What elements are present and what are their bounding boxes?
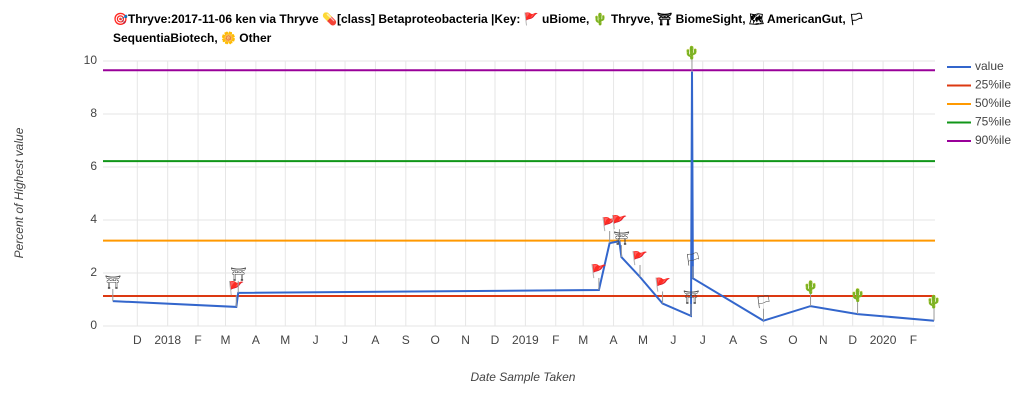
annotation: 🚩 [654, 277, 670, 292]
x-tick-label: A [729, 333, 737, 347]
y-tick-label: 4 [90, 212, 97, 226]
x-tick-label: 2019 [512, 333, 539, 347]
x-tick-label: D [133, 333, 142, 347]
annotation: ⛩ [613, 231, 630, 246]
y-tick-label: 10 [84, 53, 98, 67]
x-tick-label: J [342, 333, 348, 347]
annotation: 🚩 [602, 216, 618, 231]
y-tick-label: 8 [90, 106, 97, 120]
x-tick-label: 2018 [154, 333, 181, 347]
x-tick-label: M [578, 333, 588, 347]
legend-label: 90%ile [975, 133, 1011, 147]
x-tick-label: F [552, 333, 559, 347]
annotation: 🌵 [849, 288, 865, 303]
annotation: 🌵 [802, 280, 818, 295]
x-tick-label: 2020 [870, 333, 897, 347]
x-tick-label: D [848, 333, 857, 347]
x-tick-label: F [910, 333, 917, 347]
x-tick-label: S [402, 333, 410, 347]
annotation: 🚩 [611, 215, 627, 230]
x-tick-label: A [252, 333, 260, 347]
x-axis-title: Date Sample Taken [471, 370, 576, 384]
legend-label: value [975, 59, 1004, 73]
chart-title: 🎯Thryve:2017-11-06 ken via Thryve 💊[clas… [113, 12, 865, 45]
x-tick-label: M [638, 333, 648, 347]
y-tick-label: 0 [90, 318, 97, 332]
x-tick-label: A [371, 333, 379, 347]
x-tick-label: O [788, 333, 797, 347]
x-tick-label: F [194, 333, 201, 347]
legend-label: 50%ile [975, 96, 1011, 110]
x-tick-label: N [819, 333, 828, 347]
annotation: 🚩 [591, 263, 607, 278]
annotation: 🚩 [228, 280, 244, 295]
x-tick-label: J [670, 333, 676, 347]
annotation: 🏳 [755, 294, 772, 309]
y-tick-label: 6 [90, 159, 97, 173]
annotation: ⛩ [105, 275, 122, 290]
annotation: ⛩ [683, 289, 700, 304]
data-line [112, 71, 935, 322]
x-tick-label: O [431, 333, 440, 347]
x-tick-label: M [280, 333, 290, 347]
x-tick-label: A [610, 333, 618, 347]
x-tick-label: J [313, 333, 319, 347]
annotation: 🚩 [632, 250, 648, 265]
x-tick-label: N [461, 333, 470, 347]
legend-label: 25%ile [975, 78, 1011, 92]
annotation: 🌵 [684, 45, 700, 60]
annotation: 🌵 [926, 294, 942, 309]
x-tick-label: M [220, 333, 230, 347]
x-tick-label: J [700, 333, 706, 347]
y-axis-title: Percent of Highest value [12, 127, 26, 258]
y-tick-label: 2 [90, 265, 97, 279]
x-tick-label: S [759, 333, 767, 347]
annotation: ⛩ [230, 266, 247, 281]
legend-label: 75%ile [975, 115, 1011, 129]
annotation: 🏳 [685, 252, 702, 267]
x-tick-label: D [491, 333, 500, 347]
